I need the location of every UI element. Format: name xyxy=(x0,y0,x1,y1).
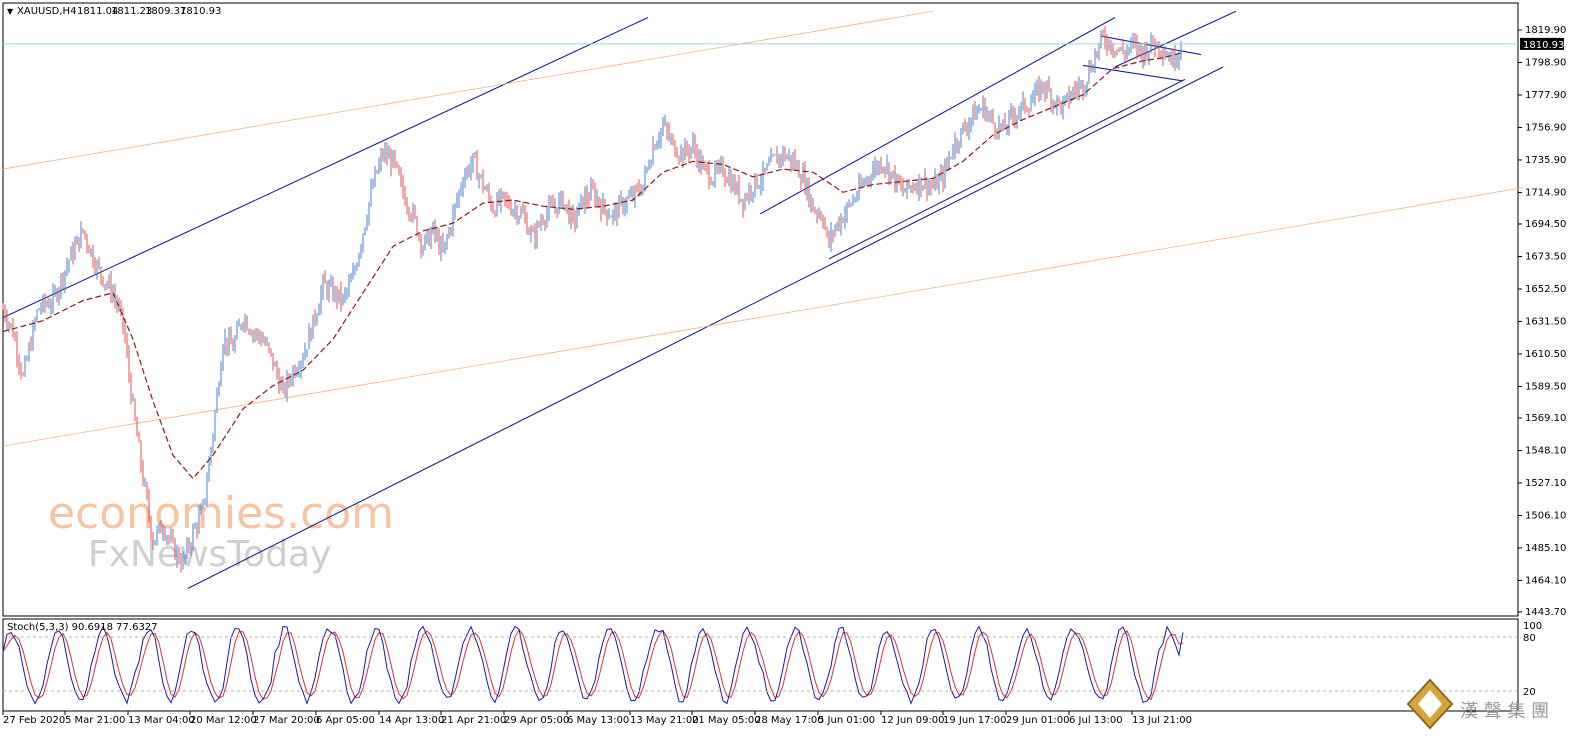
trendline xyxy=(1114,10,1237,68)
y-tick-label: 1506.10 xyxy=(1525,510,1566,521)
x-tick-label: 27 Mar 20:00 xyxy=(253,715,320,726)
y-tick-label: 1589.50 xyxy=(1525,381,1566,392)
y-tick-label: 1819.90 xyxy=(1525,25,1566,36)
low-value: 1809.37 xyxy=(145,6,186,17)
y-tick-label: 1548.10 xyxy=(1525,445,1566,456)
stochastic-lines xyxy=(2,625,1184,705)
x-tick-label: 5 Jun 01:00 xyxy=(818,715,875,726)
x-tick-label: 13 Mar 04:00 xyxy=(128,715,195,726)
x-tick-label: 20 Mar 12:00 xyxy=(190,715,257,726)
y-tick-label: 1756.90 xyxy=(1525,122,1566,133)
y-tick-label: 1464.10 xyxy=(1525,575,1566,586)
stoch-level-80-label: 80 xyxy=(1523,633,1536,644)
trendline xyxy=(2,187,1524,447)
price-panel xyxy=(2,2,1519,617)
high-value: 1811.23 xyxy=(111,6,152,17)
x-tick-label: 14 Apr 13:00 xyxy=(379,715,444,726)
y-tick-label: 1631.50 xyxy=(1525,316,1566,327)
y-tick-label: 1777.90 xyxy=(1525,90,1566,101)
price-axis: 1819.90 1798.90 1777.90 1756.90 1735.90 1714.… xyxy=(1518,25,1566,618)
trendline xyxy=(828,78,1186,260)
x-tick-label: 6 Apr 05:00 xyxy=(316,715,375,726)
x-tick-label: 29 Apr 05:00 xyxy=(504,715,569,726)
x-tick-label: 5 Mar 21:00 xyxy=(65,715,125,726)
candles xyxy=(2,25,1182,573)
stoch-main-line xyxy=(2,625,1184,705)
trend-lines xyxy=(2,10,1524,589)
open-value: 1811.04 xyxy=(77,6,118,17)
stoch-label: Stoch(5,3,3) 90.6918 77.6327 xyxy=(7,622,158,633)
corner-logo: 漢 聲 集 團 xyxy=(1406,678,1549,730)
logo-text: 漢 聲 集 團 xyxy=(1460,701,1549,722)
y-tick-label: 1735.90 xyxy=(1525,155,1566,166)
x-tick-label: 21 May 05:00 xyxy=(692,715,761,726)
close-value: 1810.93 xyxy=(180,6,221,17)
y-tick-label: 1443.70 xyxy=(1525,607,1566,618)
x-tick-label: 21 Apr 21:00 xyxy=(441,715,506,726)
y-tick-label: 1694.50 xyxy=(1525,219,1566,230)
trendline xyxy=(2,10,934,170)
logo-diamond-inner-icon xyxy=(1418,690,1442,718)
symbol-label: XAUUSD,H4 xyxy=(17,6,76,17)
dropdown-icon[interactable]: ▼ xyxy=(7,7,14,16)
stoch-level-20-label: 20 xyxy=(1523,687,1536,698)
y-tick-label: 1714.90 xyxy=(1525,187,1566,198)
trendline xyxy=(1082,64,1184,82)
y-tick-label: 1527.10 xyxy=(1525,478,1566,489)
moving-average xyxy=(2,52,1182,480)
stoch-signal-line xyxy=(2,628,1184,701)
trendline xyxy=(759,16,1116,215)
ma-line xyxy=(2,52,1182,480)
x-tick-label: 29 Jun 01:00 xyxy=(1006,715,1070,726)
x-tick-label: 28 May 17:00 xyxy=(755,715,824,726)
x-tick-label: 6 Jul 13:00 xyxy=(1069,715,1123,726)
x-tick-label: 6 May 13:00 xyxy=(567,715,629,726)
x-tick-label: 12 Jun 09:00 xyxy=(881,715,945,726)
trendline xyxy=(187,66,1224,589)
x-tick-label: 13 Jul 21:00 xyxy=(1132,715,1192,726)
x-tick-label: 27 Feb 2020 xyxy=(3,715,65,726)
y-tick-label: 1485.10 xyxy=(1525,543,1566,554)
current-price-label: 1810.93 xyxy=(1523,40,1564,51)
stoch-level-100-label: 100 xyxy=(1523,621,1542,632)
current-price-tag xyxy=(1520,37,1564,50)
x-tick-label: 13 May 21:00 xyxy=(630,715,699,726)
axis-strip xyxy=(1519,3,1595,712)
trendline xyxy=(2,16,649,319)
y-tick-label: 1798.90 xyxy=(1525,57,1566,68)
y-tick-label: 1673.50 xyxy=(1525,251,1566,262)
y-tick-label: 1610.50 xyxy=(1525,349,1566,360)
y-tick-label: 1652.50 xyxy=(1525,284,1566,295)
x-tick-label: 19 Jun 17:00 xyxy=(943,715,1007,726)
y-tick-label: 1569.10 xyxy=(1525,413,1566,424)
watermark-economies: economies.com xyxy=(48,488,394,539)
watermark-fxnewstoday: FxNewsToday xyxy=(88,534,331,575)
